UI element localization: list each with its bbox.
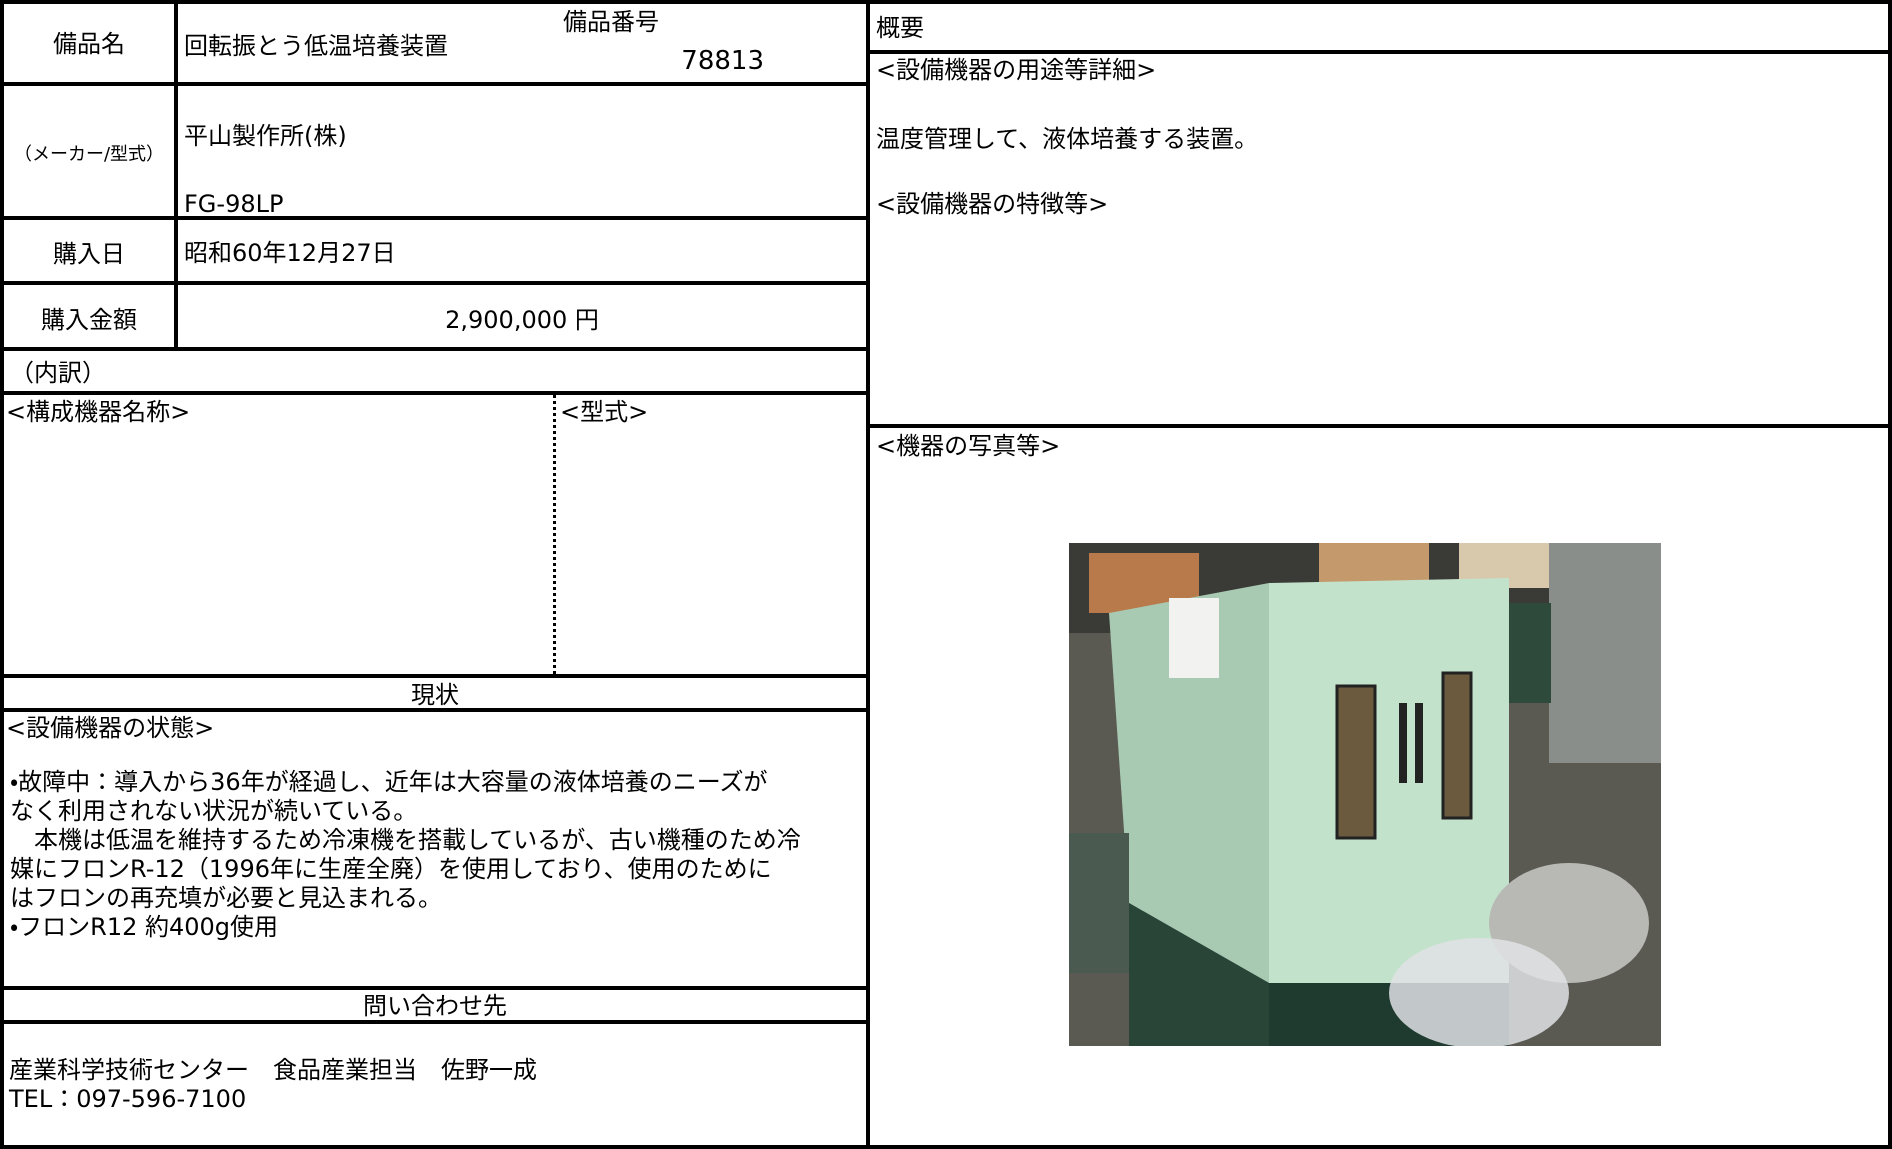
text-line: TEL：097-596-7100: [9, 1085, 247, 1113]
heading: <機器の写真等>: [876, 432, 1061, 460]
cell: 平山製作所(株) FG-98LP: [174, 82, 870, 220]
cell: <構成機器名称> <型式>: [0, 391, 870, 678]
title: 現状: [411, 681, 459, 709]
label: 購入日: [53, 240, 125, 268]
status-text: ・故障中：導入から36年が経過し、近年は大容量の液体培養のニーズが なく利用されな…: [10, 768, 801, 942]
cell: 回転振とう低温培養装置 備品番号 78813: [174, 0, 870, 86]
cell: 備品名: [0, 0, 178, 86]
cell: 問い合わせ先: [0, 986, 870, 1024]
cell: 現状: [0, 674, 870, 712]
text-line: 媒にフロンR-12（1996年に生産全廃）を使用しており、使用のために: [10, 855, 772, 883]
text-line: 産業科学技術センター 食品産業担当 佐野一成: [9, 1056, 537, 1084]
title: 問い合わせ先: [363, 992, 507, 1020]
title: 概要: [876, 14, 924, 42]
value: 78813: [681, 46, 764, 76]
contact-text: 産業科学技術センター 食品産業担当 佐野一成 TEL：097-596-7100: [9, 1056, 537, 1114]
divider: [553, 395, 556, 674]
label: 備品名: [53, 30, 125, 58]
cell: <設備機器の状態> ・故障中：導入から36年が経過し、近年は大容量の液体培養のニ…: [0, 708, 870, 990]
text-line: なく利用されない状況が続いている。: [10, 797, 418, 825]
value: 2,900,000 円: [445, 306, 599, 334]
cell: 産業科学技術センター 食品産業担当 佐野一成 TEL：097-596-7100: [0, 1020, 870, 1149]
value: 平山製作所(株): [184, 122, 347, 150]
cell: 2,900,000 円: [174, 281, 870, 351]
heading: <設備機器の状態>: [6, 714, 215, 742]
cell: <機器の写真等>: [866, 424, 1892, 1149]
heading: <設備機器の特徴等>: [876, 190, 1109, 218]
equipment-photo: [1069, 543, 1661, 1046]
value: FG-98LP: [184, 190, 284, 218]
text-line: はフロンの再充填が必要と見込まれる。: [10, 884, 442, 912]
cell: 昭和60年12月27日: [174, 216, 870, 285]
heading: <設備機器の用途等詳細>: [876, 56, 1157, 84]
value: 昭和60年12月27日: [184, 239, 396, 267]
header: <型式>: [560, 398, 649, 426]
label: 備品番号: [563, 8, 659, 36]
cell: 概要: [866, 0, 1892, 54]
cell: （メーカー/型式）: [0, 82, 178, 220]
cell: 購入日: [0, 216, 178, 285]
value: 回転振とう低温培養装置: [184, 32, 448, 60]
label: 購入金額: [41, 306, 137, 334]
cell: （内訳）: [0, 347, 870, 395]
label: （メーカー/型式）: [13, 144, 165, 165]
text-line: ・故障中：導入から36年が経過し、近年は大容量の液体培養のニーズが: [10, 768, 768, 796]
cell: <設備機器の用途等詳細> 温度管理して、液体培養する装置。 <設備機器の特徴等>: [866, 50, 1892, 428]
text-line: ・フロンR12 約400g使用: [10, 913, 279, 941]
header: <構成機器名称>: [6, 398, 191, 426]
text: 温度管理して、液体培養する装置。: [876, 125, 1259, 153]
label: （内訳）: [10, 359, 106, 387]
text-line: 本機は低温を維持するため冷凍機を搭載しているが、古い機種のため冷: [10, 826, 801, 854]
cell: 購入金額: [0, 281, 178, 351]
